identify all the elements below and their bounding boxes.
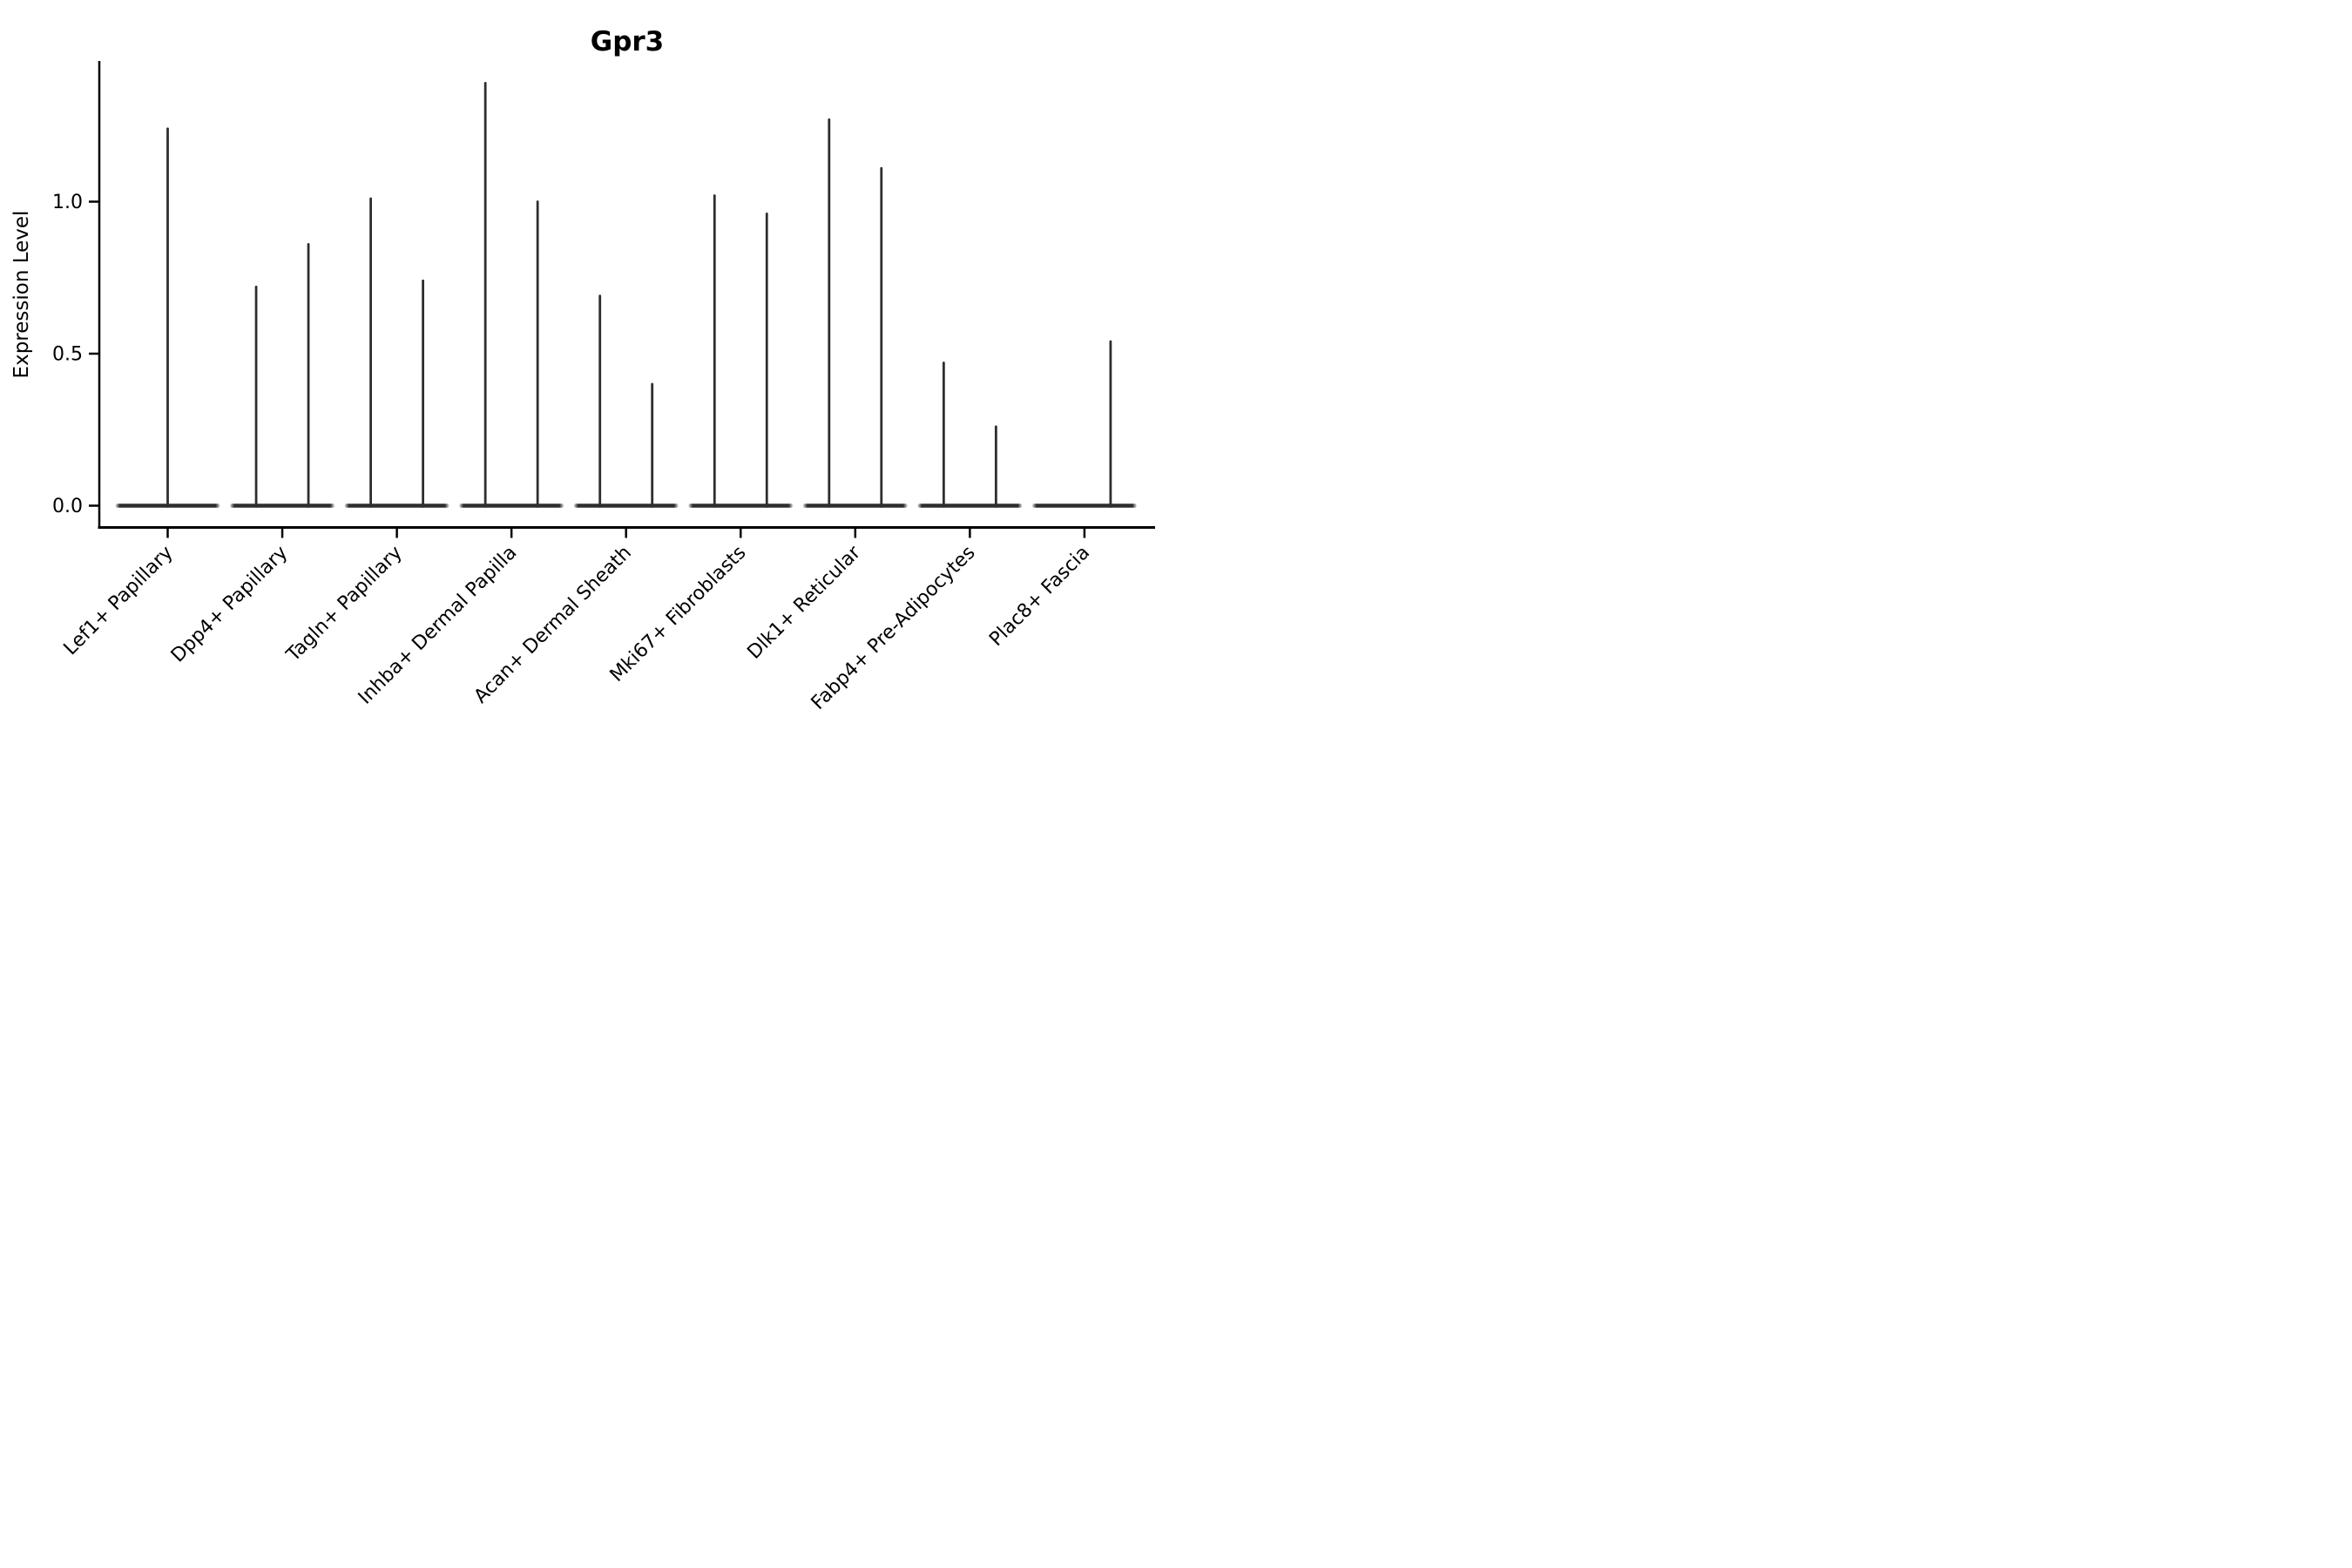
y-tick-labels-group: 0.0 0.5 1.0 bbox=[52, 192, 83, 517]
y-tick-label: 1.0 bbox=[52, 192, 83, 213]
violin-baseline-bar bbox=[688, 504, 794, 508]
axes-group bbox=[89, 61, 1155, 538]
violin-category bbox=[344, 197, 449, 508]
violin-category bbox=[688, 194, 794, 508]
violin-plot-figure: Lef1+ Papillary Dpp4+ Papillary Tagln+ Pap… bbox=[0, 0, 1176, 784]
y-axis-label: Expression Level bbox=[10, 211, 33, 379]
violin-baseline-bar bbox=[802, 504, 908, 508]
violin-baseline-bar bbox=[230, 504, 335, 508]
violin-category bbox=[1031, 340, 1137, 508]
violin-category bbox=[230, 242, 335, 508]
violin-baseline-bar bbox=[459, 504, 564, 508]
violin-category bbox=[115, 127, 220, 508]
x-tick-label: Tagln+ Papillary bbox=[282, 542, 407, 666]
violin-category bbox=[459, 81, 564, 508]
violin-baseline-bar bbox=[573, 504, 679, 508]
violin-series-group bbox=[115, 81, 1137, 508]
chart-title: Gpr3 bbox=[591, 26, 665, 57]
violin-category bbox=[573, 294, 679, 508]
violin-baseline-bar bbox=[917, 504, 1023, 508]
x-tick-label: Dpp4+ Papillary bbox=[167, 542, 292, 666]
x-tick-label: Dlk1+ Reticular bbox=[743, 541, 865, 663]
x-tick-label: Plac8+ Fascia bbox=[985, 542, 1094, 651]
y-tick-label: 0.5 bbox=[52, 344, 83, 366]
y-tick-label: 0.0 bbox=[52, 496, 83, 517]
x-tick-label: Lef1+ Papillary bbox=[60, 542, 178, 659]
violin-baseline-bar bbox=[1031, 504, 1137, 508]
violin-category bbox=[917, 362, 1023, 508]
violin-category bbox=[802, 118, 908, 508]
violin-baseline-bar bbox=[344, 504, 449, 508]
